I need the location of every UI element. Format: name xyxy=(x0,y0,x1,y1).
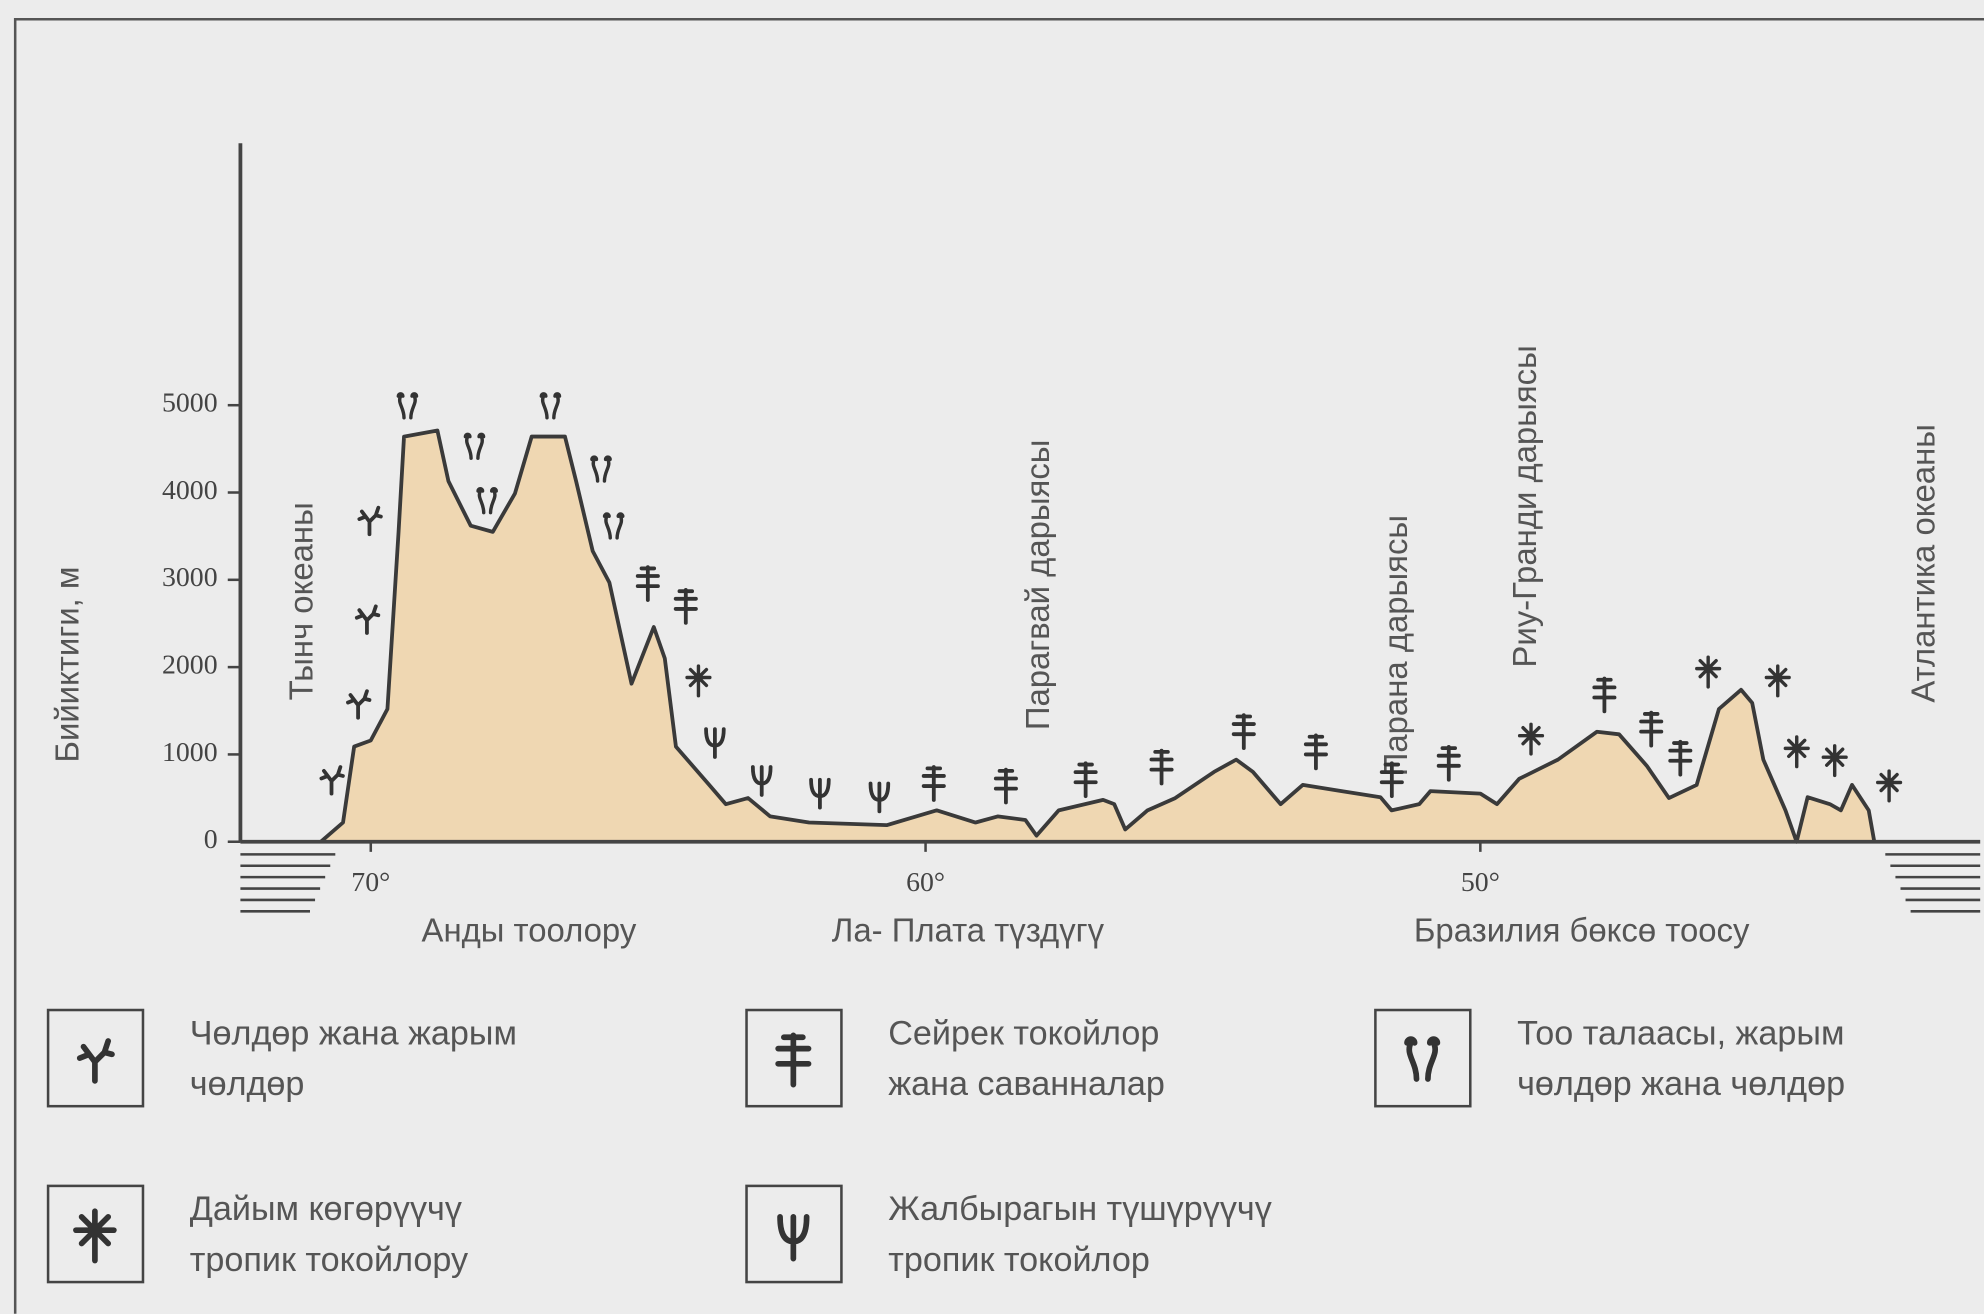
legend-text: Дайым көгөрүүчү xyxy=(190,1190,462,1228)
x-tick-label: 60° xyxy=(906,867,945,898)
region-label: Анды тоолору xyxy=(422,912,637,949)
annotation: Парана дарыясы xyxy=(1377,515,1414,776)
x-tick-label: 50° xyxy=(1461,867,1500,898)
y-tick-label: 4000 xyxy=(162,475,218,506)
annotation: Парагвай дарыясы xyxy=(1019,440,1056,731)
region-label: Ла- Плата түздүгү xyxy=(832,912,1105,949)
y-tick-label: 1000 xyxy=(162,737,218,768)
x-tick-label: 70° xyxy=(351,867,390,898)
y-tick-label: 5000 xyxy=(162,388,218,419)
legend-text: тропик токойлор xyxy=(888,1241,1150,1279)
chart: Бийиктиги, м 0 1000 2000 3000 4000 5000 70° 60°… xyxy=(0,0,1984,1314)
legend-text: Сейрек токойлор xyxy=(888,1014,1159,1052)
annotation: Тынч океаны xyxy=(282,502,319,700)
region-label: Бразилия бөксө тоосу xyxy=(1414,912,1750,949)
annotation: Атлантика океаны xyxy=(1904,424,1941,703)
y-tick-label: 0 xyxy=(204,824,218,855)
legend-text: Тоо талаасы, жарым xyxy=(1517,1014,1844,1052)
y-tick-label: 3000 xyxy=(162,562,218,593)
y-axis-label: Бийиктиги, м xyxy=(48,567,85,763)
legend-text: жана саванналар xyxy=(888,1065,1165,1103)
legend-text: Жалбырагын түшүрүүчү xyxy=(888,1190,1272,1228)
legend-text: чөлдөр жана чөлдөр xyxy=(1517,1065,1845,1103)
legend-text: чөлдөр xyxy=(190,1065,305,1103)
legend-text: Чөлдөр жана жарым xyxy=(190,1014,517,1052)
y-tick-label: 2000 xyxy=(162,650,218,681)
legend-text: тропик токойлору xyxy=(190,1241,469,1279)
annotation: Риу-Гранди дарыясы xyxy=(1506,345,1543,667)
